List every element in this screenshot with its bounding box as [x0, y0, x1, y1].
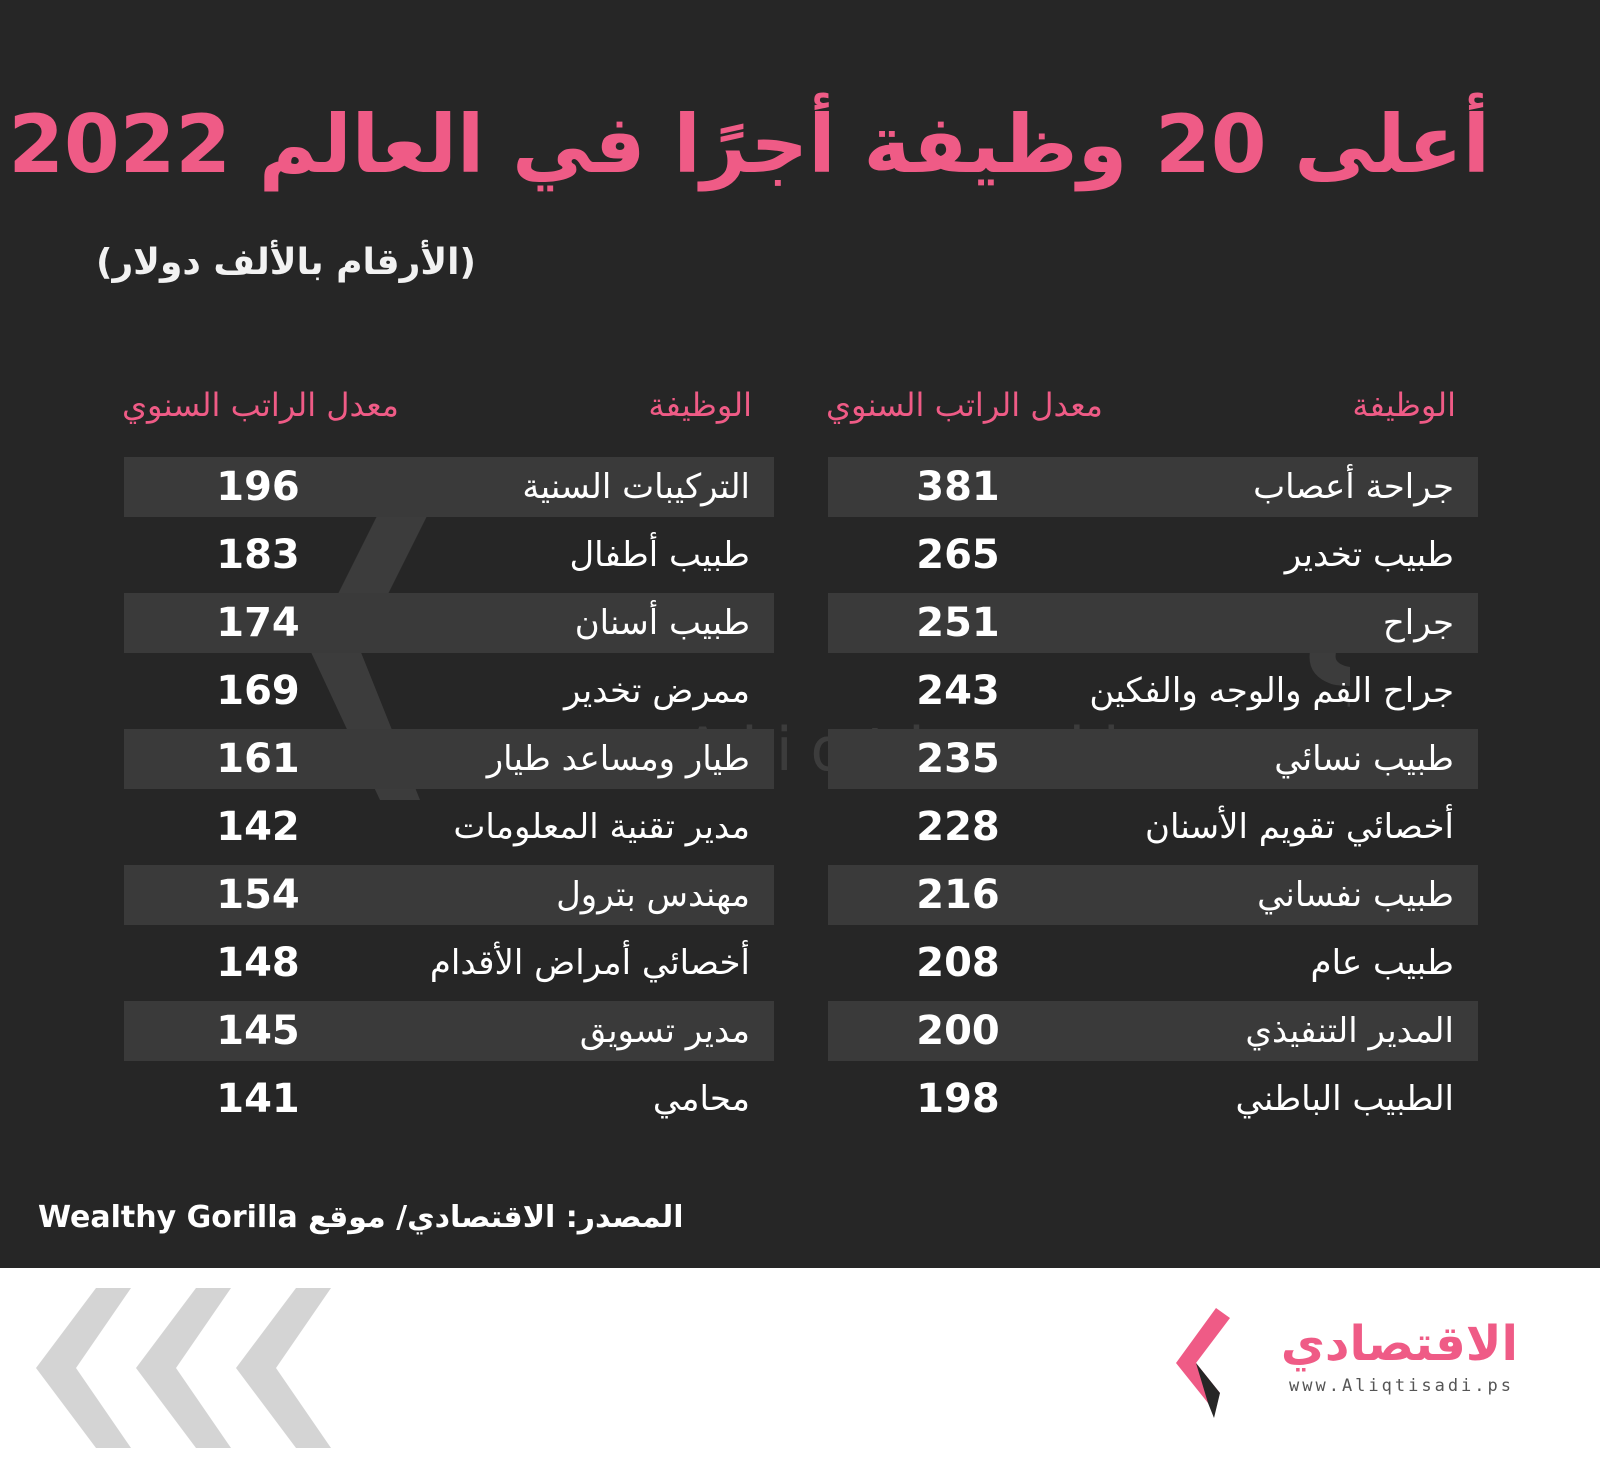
- col-header-job-right: الوظيفة: [1352, 386, 1456, 424]
- salary-value: 216: [916, 872, 1000, 918]
- job-title: مهندس بترول: [556, 875, 750, 915]
- col-header-salary-left: معدل الراتب السنوي: [122, 386, 399, 424]
- brand-logo: الاقتصادي www.Aliqtisadi.ps: [1168, 1308, 1518, 1428]
- job-title: طبيب تخدير: [1284, 535, 1454, 575]
- salary-value: 141: [216, 1076, 300, 1122]
- job-title: طبيب نفساني: [1257, 875, 1454, 915]
- chevron-left-triple-icon: [36, 1288, 331, 1448]
- salary-value: 208: [916, 940, 1000, 986]
- chevron-shape: [36, 1288, 131, 1448]
- job-title: جراح الفم والوجه والفكين: [1089, 671, 1454, 711]
- logo-name: الاقتصادي: [1280, 1316, 1518, 1372]
- salary-value: 200: [916, 1008, 1000, 1054]
- aliqtisadi-logo-mark: [1176, 1308, 1230, 1418]
- job-title: المدير التنفيذي: [1245, 1011, 1454, 1051]
- logo-url: www.Aliqtisadi.ps: [1289, 1376, 1514, 1396]
- salary-value: 174: [216, 600, 300, 646]
- salary-value: 381: [916, 464, 1000, 510]
- job-title: محامي: [652, 1079, 750, 1119]
- table-row: مدير تقنية المعلومات 142: [124, 797, 774, 857]
- source-credit: المصدر: الاقتصادي/ موقع Wealthy Gorilla: [38, 1200, 684, 1235]
- table-row: طبيب تخدير 265: [828, 525, 1478, 585]
- table-row: مدير تسويق 145: [124, 1001, 774, 1061]
- table-row: أخصائي تقويم الأسنان 228: [828, 797, 1478, 857]
- salary-value: 235: [916, 736, 1000, 782]
- salary-value: 198: [916, 1076, 1000, 1122]
- job-title: أخصائي تقويم الأسنان: [1145, 807, 1454, 847]
- infographic-panel: الاقتصادي www.Aliqtisadi.ps أعلى 20 وظيف…: [0, 0, 1600, 1268]
- col-header-job-left: الوظيفة: [648, 386, 752, 424]
- job-title: ممرض تخدير: [563, 671, 750, 711]
- col-header-salary-right: معدل الراتب السنوي: [826, 386, 1103, 424]
- salary-value: 243: [916, 668, 1000, 714]
- job-title: جراح: [1382, 603, 1454, 643]
- salary-value: 142: [216, 804, 300, 850]
- page-title: أعلى 20 وظيفة أجرًا في العالم 2022: [8, 98, 1490, 191]
- table-row: طيار ومساعد طيار 161: [124, 729, 774, 789]
- logo-mark-dark: [1196, 1363, 1220, 1418]
- job-title: مدير تسويق: [579, 1011, 750, 1051]
- salary-value: 161: [216, 736, 300, 782]
- table-row: التركيبات السنية 196: [124, 457, 774, 517]
- table-row: مهندس بترول 154: [124, 865, 774, 925]
- salary-value: 196: [216, 464, 300, 510]
- salary-table-right: جراحة أعصاب 381 طبيب تخدير 265 جراح 251 جرا…: [828, 457, 1478, 1137]
- salary-value: 145: [216, 1008, 300, 1054]
- table-row: جراح الفم والوجه والفكين 243: [828, 661, 1478, 721]
- job-title: طيار ومساعد طيار: [486, 739, 750, 779]
- job-title: الطبيب الباطني: [1235, 1079, 1455, 1119]
- table-row: طبيب نفساني 216: [828, 865, 1478, 925]
- salary-value: 228: [916, 804, 1000, 850]
- salary-value: 169: [216, 668, 300, 714]
- table-row: جراح 251: [828, 593, 1478, 653]
- salary-value: 251: [916, 600, 1000, 646]
- table-row: الطبيب الباطني 198: [828, 1069, 1478, 1129]
- table-row: طبيب أسنان 174: [124, 593, 774, 653]
- job-title: مدير تقنية المعلومات: [453, 807, 750, 847]
- chevron-shape: [136, 1288, 231, 1448]
- units-note: (الأرقام بالألف دولار): [96, 242, 476, 283]
- job-title: طبيب نسائي: [1274, 739, 1454, 779]
- table-row: طبيب عام 208: [828, 933, 1478, 993]
- salary-value: 148: [216, 940, 300, 986]
- job-title: التركيبات السنية: [522, 467, 750, 507]
- table-row: جراحة أعصاب 381: [828, 457, 1478, 517]
- table-row: محامي 141: [124, 1069, 774, 1129]
- chevron-shape: [236, 1288, 331, 1448]
- table-row: طبيب أطفال 183: [124, 525, 774, 585]
- table-row: طبيب نسائي 235: [828, 729, 1478, 789]
- job-title: طبيب عام: [1310, 943, 1454, 983]
- salary-value: 183: [216, 532, 300, 578]
- table-row: أخصائي أمراض الأقدام 148: [124, 933, 774, 993]
- logo-mark-pink: [1176, 1308, 1230, 1403]
- job-title: طبيب أطفال: [569, 535, 750, 575]
- salary-value: 265: [916, 532, 1000, 578]
- table-row: المدير التنفيذي 200: [828, 1001, 1478, 1061]
- table-row: ممرض تخدير 169: [124, 661, 774, 721]
- job-title: أخصائي أمراض الأقدام: [429, 943, 750, 983]
- salary-value: 154: [216, 872, 300, 918]
- salary-table-left: التركيبات السنية 196 طبيب أطفال 183 طبيب أ…: [124, 457, 774, 1137]
- job-title: جراحة أعصاب: [1253, 467, 1454, 507]
- job-title: طبيب أسنان: [574, 603, 750, 643]
